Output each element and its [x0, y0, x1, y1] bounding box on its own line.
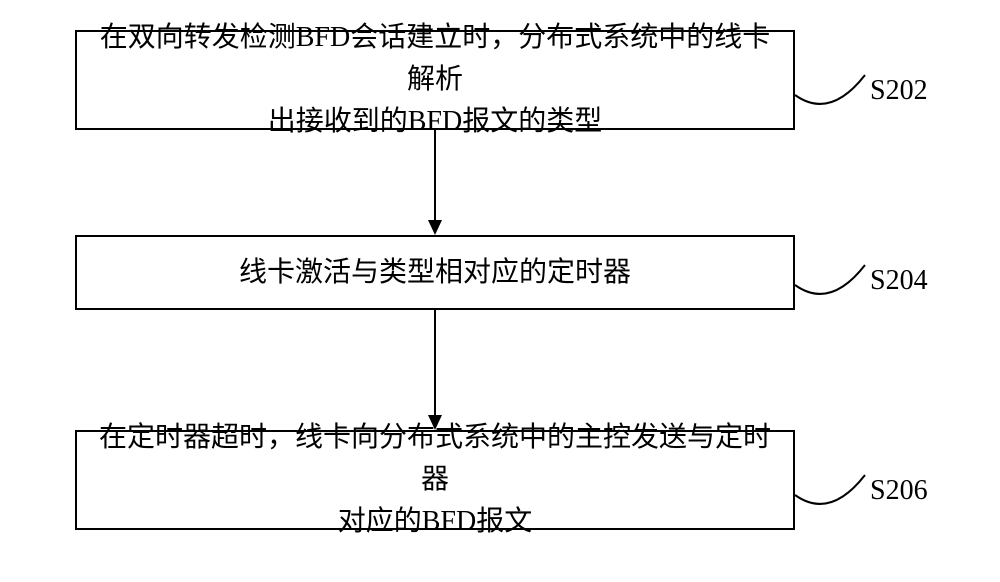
flowchart-node-3: 在定时器超时，线卡向分布式系统中的主控发送与定时器 对应的BFD报文	[75, 430, 795, 530]
node-1-line1: 在双向转发检测BFD会话建立时，分布式系统中的线卡解析	[100, 22, 770, 95]
node-2-text: 线卡激活与类型相对应的定时器	[239, 252, 631, 294]
flowchart-node-1: 在双向转发检测BFD会话建立时，分布式系统中的线卡解析 出接收到的BFD报文的类…	[75, 30, 795, 130]
node-1-label: S202	[870, 75, 928, 107]
arrow-1	[425, 130, 445, 238]
node-3-line1: 在定时器超时，线卡向分布式系统中的主控发送与定时器	[99, 422, 771, 495]
curve-connector-1	[795, 70, 870, 125]
curve-connector-3	[795, 470, 870, 525]
node-1-text: 在双向转发检测BFD会话建立时，分布式系统中的线卡解析 出接收到的BFD报文的类…	[97, 17, 773, 143]
node-3-text: 在定时器超时，线卡向分布式系统中的主控发送与定时器 对应的BFD报文	[97, 417, 773, 543]
flowchart-node-2: 线卡激活与类型相对应的定时器	[75, 235, 795, 310]
node-3-label: S206	[870, 475, 928, 507]
node-3-line2: 对应的BFD报文	[338, 506, 532, 537]
node-2-line1: 线卡激活与类型相对应的定时器	[239, 257, 631, 288]
flowchart-container: 在双向转发检测BFD会话建立时，分布式系统中的线卡解析 出接收到的BFD报文的类…	[0, 0, 1000, 582]
arrow-2	[425, 310, 445, 433]
node-2-label: S204	[870, 265, 928, 297]
curve-connector-2	[795, 260, 870, 315]
